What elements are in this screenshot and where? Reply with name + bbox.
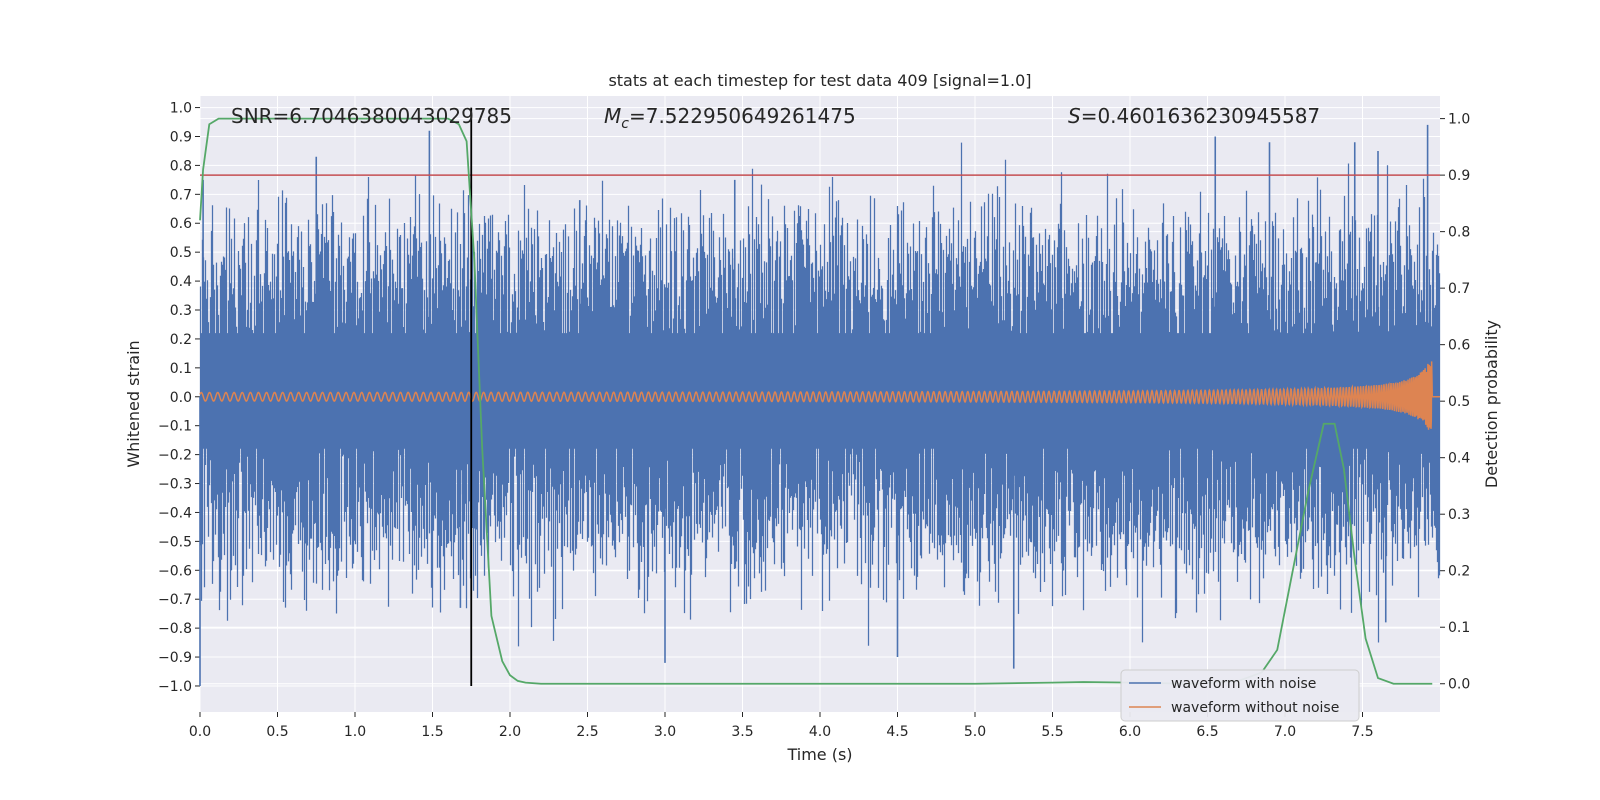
s-value: =0.4601636230945587 xyxy=(1081,104,1320,128)
x-tick-label: 2.0 xyxy=(499,724,521,740)
x-tick-label: 6.5 xyxy=(1196,724,1218,740)
y-right-tick-label: 0.0 xyxy=(1448,677,1470,693)
legend-box xyxy=(1120,669,1360,722)
y-right-tick-label: 0.6 xyxy=(1448,338,1470,354)
series-detection-probability xyxy=(199,117,1433,685)
s-annotation: S=0.4601636230945587 xyxy=(1068,104,1320,128)
y-right-tick-label: 1.0 xyxy=(1448,112,1470,128)
chirp-mass-symbol: M xyxy=(604,104,621,128)
y-left-tick-label: 0.4 xyxy=(170,274,192,290)
y-left-tick-label: −0.3 xyxy=(158,477,192,493)
y-right-tick-label: 0.2 xyxy=(1448,564,1470,580)
right-axis-ticks: 1.0 0.9 0.8 0.7 0.6 0.5 0.4 0.3 0.2 0.1 0.0 xyxy=(1440,112,1470,693)
x-tick-label: 0.0 xyxy=(189,724,211,740)
x-tick-label: 5.5 xyxy=(1041,724,1063,740)
legend-label-waveform-without-noise: waveform without noise xyxy=(1171,700,1339,716)
y-left-tick-label: 1.0 xyxy=(170,101,192,117)
x-tick-label: 5.0 xyxy=(964,724,986,740)
x-tick-label: 1.5 xyxy=(421,724,443,740)
y-axis-left-label: Whitened strain xyxy=(124,340,143,467)
legend: waveform with noise waveform without noi… xyxy=(1120,669,1360,722)
y-left-tick-label: 0.8 xyxy=(170,158,192,174)
y-left-tick-label: 0.6 xyxy=(170,216,192,232)
x-tick-label: 7.0 xyxy=(1274,724,1296,740)
x-tick-label: 1.0 xyxy=(344,724,366,740)
y-left-tick-label: 0.7 xyxy=(170,187,192,203)
x-tick-label: 4.5 xyxy=(886,724,908,740)
x-tick-label: 6.0 xyxy=(1119,724,1141,740)
y-right-tick-label: 0.7 xyxy=(1448,281,1470,297)
y-right-tick-label: 0.5 xyxy=(1448,394,1470,410)
snr-annotation: SNR=6.7046380043029785 xyxy=(231,104,512,128)
chirp-mass-annotation: Mc=7.522950649261475 xyxy=(604,104,856,132)
x-tick-label: 0.5 xyxy=(266,724,288,740)
y-left-tick-label: −0.4 xyxy=(158,505,192,521)
y-left-tick-label: −0.7 xyxy=(158,592,192,608)
series-waveform-without-noise xyxy=(199,361,1440,430)
y-left-tick-label: −0.8 xyxy=(158,621,192,637)
chirp-mass-subscript: c xyxy=(621,116,629,132)
y-left-tick-label: 0.0 xyxy=(170,390,192,406)
y-right-tick-label: 0.4 xyxy=(1448,451,1470,467)
chart-title: stats at each timestep for test data 409… xyxy=(608,71,1031,90)
x-tick-label: 4.0 xyxy=(809,724,831,740)
x-tick-label: 3.0 xyxy=(654,724,676,740)
chirp-mass-value: =7.522950649261475 xyxy=(629,104,856,128)
y-right-tick-label: 0.3 xyxy=(1448,507,1470,523)
legend-label-waveform-with-noise: waveform with noise xyxy=(1171,676,1316,692)
chirp-line xyxy=(199,361,1440,430)
y-left-tick-label: −0.9 xyxy=(158,650,192,666)
s-symbol: S xyxy=(1068,104,1081,128)
y-right-tick-label: 0.8 xyxy=(1448,225,1470,241)
y-right-tick-label: 0.1 xyxy=(1448,620,1470,636)
probability-line xyxy=(199,117,1433,685)
y-left-tick-label: 0.3 xyxy=(170,303,192,319)
x-axis-label: Time (s) xyxy=(786,745,852,764)
x-axis-ticks: 0.0 0.5 1.0 1.5 2.0 2.5 3.0 3.5 4.0 4.5 5.0 5.5 6.0 6… xyxy=(189,712,1374,740)
y-left-tick-label: −0.1 xyxy=(158,419,192,435)
y-left-tick-label: 0.2 xyxy=(170,332,192,348)
y-left-tick-label: −1.0 xyxy=(158,679,192,695)
y-left-tick-label: −0.5 xyxy=(158,534,192,550)
y-left-tick-label: −0.2 xyxy=(158,448,192,464)
y-left-tick-label: 0.9 xyxy=(170,129,192,145)
y-left-tick-label: 0.5 xyxy=(170,245,192,261)
y-right-tick-label: 0.9 xyxy=(1448,168,1470,184)
left-axis-ticks: 1.0 0.9 0.8 0.7 0.6 0.5 0.4 0.3 0.2 0.1 0.0 −0.1 −0.… xyxy=(158,101,200,695)
y-left-tick-label: 0.1 xyxy=(170,361,192,377)
x-tick-label: 3.5 xyxy=(731,724,753,740)
y-left-tick-label: −0.6 xyxy=(158,563,192,579)
x-tick-label: 7.5 xyxy=(1351,724,1373,740)
y-axis-right-label: Detection probability xyxy=(1482,320,1501,488)
x-tick-label: 2.5 xyxy=(576,724,598,740)
